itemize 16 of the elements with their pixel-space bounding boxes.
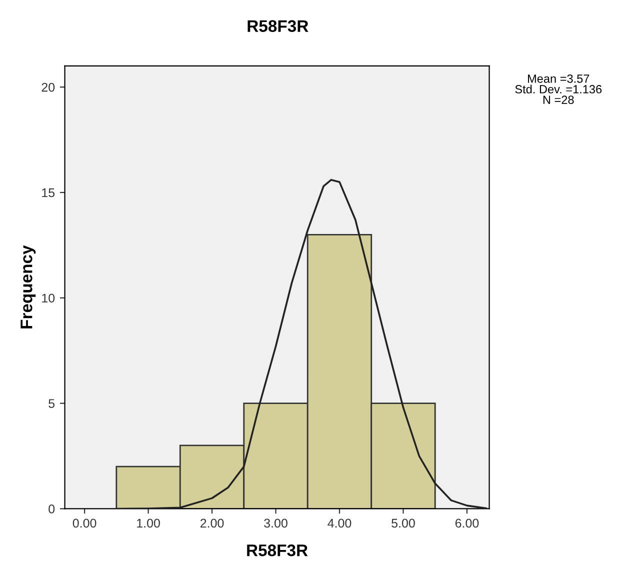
chart-title: R58F3R [248,20,308,32]
x-tick-label: 6.00 [455,518,479,528]
x-tick-label: 4.00 [328,518,352,528]
y-tick-label: 20 [42,82,55,92]
y-tick-label: 10 [42,294,55,303]
y-tick-label: 5 [48,399,55,408]
y-axis-title: Frequency [20,245,36,328]
x-axis-title: R58F3R [247,544,308,556]
x-tick-label: 1.00 [137,518,160,528]
x-tick-label: 2.00 [200,518,224,528]
x-tick-label: 3.00 [264,518,288,528]
y-tick-label: 0 [48,504,55,514]
x-tick-label: 5.00 [392,518,415,528]
y-tick-label: 15 [42,188,55,198]
x-tick-label: 0.00 [72,518,96,528]
text: Mean =3.57 Std. Dev. =1.136 N =28 [515,74,602,104]
